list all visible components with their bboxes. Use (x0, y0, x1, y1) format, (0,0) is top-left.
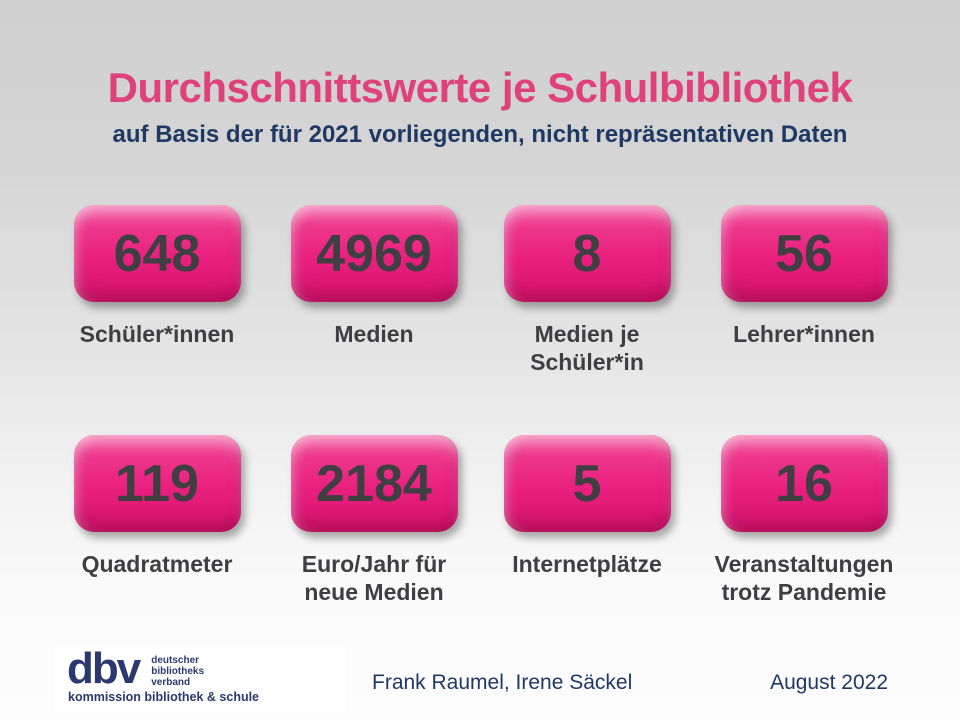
stat-label: Quadratmeter (81, 551, 233, 577)
stat-card: 2184 (290, 435, 458, 532)
stat-label: Lehrer*innen (733, 321, 875, 347)
stat-card: 119 (73, 435, 241, 532)
stat-card: 648 (73, 205, 241, 302)
stat-cell-internetplaetze: 5 Internetplätze (487, 435, 687, 578)
dbv-logo-wordmark: deutscher bibliotheks verband (151, 655, 205, 688)
stat-card: 5 (503, 435, 671, 532)
date-text: August 2022 (770, 671, 888, 694)
stat-value: 4969 (316, 224, 432, 283)
stat-card: 8 (503, 205, 671, 302)
stat-card: 56 (720, 205, 888, 302)
dbv-logo-abbr: dbv (67, 644, 141, 693)
dbv-logo: dbv deutscher bibliotheks verband kommis… (55, 646, 345, 712)
stat-cell-schueler: 648 Schüler*innen (57, 205, 257, 348)
stat-label: Medien (334, 321, 414, 347)
stat-cell-lehrer: 56 Lehrer*innen (704, 205, 904, 348)
stat-label: Veranstaltungen trotz Pandemie (714, 551, 894, 606)
stat-card: 16 (720, 435, 888, 532)
stat-value: 2184 (316, 454, 432, 513)
stat-label: Euro/Jahr für neue Medien (301, 551, 447, 606)
stat-label: Schüler*innen (79, 321, 235, 347)
stat-value: 648 (113, 224, 201, 283)
stat-value: 16 (775, 454, 833, 513)
stat-value: 56 (775, 224, 833, 283)
credits-text: Frank Raumel, Irene Säckel (372, 671, 633, 694)
stat-card: 4969 (290, 205, 458, 302)
stat-cell-euro-jahr: 2184 Euro/Jahr für neue Medien (274, 435, 474, 606)
stat-cell-medien: 4969 Medien (274, 205, 474, 348)
page-title: Durchschnittswerte je Schulbibliothek (107, 64, 853, 111)
stat-label: Medien je Schüler*in (530, 321, 644, 376)
stat-value: 5 (572, 454, 602, 513)
dbv-logo-subline: kommission bibliothek & schule (68, 690, 260, 704)
page-subtitle: auf Basis der für 2021 vorliegenden, nic… (112, 121, 848, 148)
stat-cell-medien-je-schueler: 8 Medien je Schüler*in (487, 205, 687, 376)
dbv-logo-row: dbv deutscher bibliotheks verband (67, 644, 205, 693)
stat-label: Internetplätze (512, 551, 662, 577)
stat-value: 8 (572, 224, 602, 283)
stat-value: 119 (115, 454, 199, 513)
stat-cell-veranstaltungen: 16 Veranstaltungen trotz Pandemie (704, 435, 904, 606)
stat-cell-quadratmeter: 119 Quadratmeter (57, 435, 257, 578)
